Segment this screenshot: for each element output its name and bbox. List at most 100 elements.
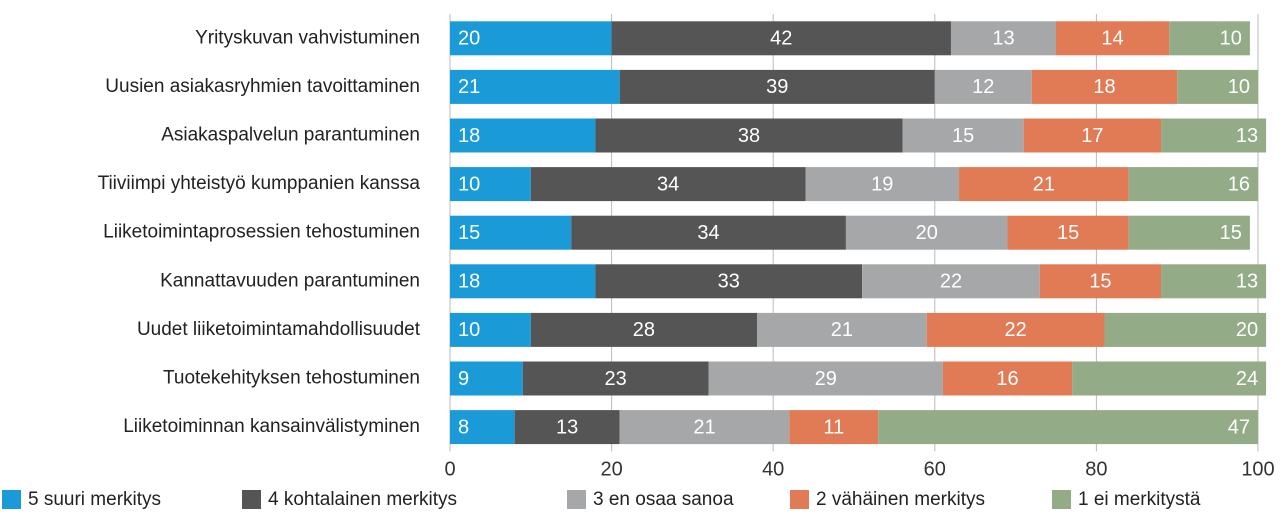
category-label: Tuotekehityksen tehostuminen — [163, 368, 420, 389]
bar-segment — [522, 361, 709, 396]
category-label: Liiketoiminnan kansainvälistyminen — [123, 416, 420, 437]
bar-segment — [450, 167, 531, 202]
data-label: 21 — [831, 319, 853, 341]
x-tick-label: 20 — [600, 458, 622, 480]
data-label: 19 — [871, 173, 893, 195]
data-label: 20 — [916, 222, 938, 244]
bar-segment — [450, 69, 620, 104]
bar-segment — [611, 21, 951, 56]
bar-segment — [1007, 215, 1129, 250]
data-label: 34 — [697, 222, 719, 244]
bar-segment — [450, 264, 596, 299]
legend-label: 1 ei merkitystä — [1078, 489, 1201, 510]
bar-segment — [1177, 69, 1258, 104]
data-label: 17 — [1081, 125, 1103, 147]
data-label: 9 — [458, 368, 469, 390]
data-label: 33 — [718, 271, 740, 293]
data-label: 29 — [815, 368, 837, 390]
bar-segment — [757, 312, 927, 347]
bar-segment — [595, 264, 863, 299]
data-label: 47 — [1228, 416, 1250, 438]
data-label: 8 — [458, 416, 469, 438]
legend-label: 5 suuri merkitys — [28, 489, 161, 510]
data-label: 10 — [1228, 76, 1250, 98]
category-label: Kannattavuuden parantuminen — [160, 270, 420, 291]
bar-segment — [805, 167, 960, 202]
data-label: 22 — [1004, 319, 1026, 341]
bar-segment — [1039, 264, 1162, 299]
bar-segment — [1072, 361, 1267, 396]
bar-segment — [959, 167, 1129, 202]
bar-segment — [1128, 215, 1250, 250]
bar-segment — [950, 21, 1056, 56]
data-label: 13 — [1236, 271, 1258, 293]
bar-segment — [1104, 312, 1267, 347]
bar-segment — [595, 118, 903, 153]
x-tick-label: 40 — [762, 458, 784, 480]
data-label: 13 — [992, 28, 1014, 50]
bar-segment — [530, 312, 758, 347]
data-label: 12 — [972, 76, 994, 98]
data-label: 15 — [1089, 271, 1111, 293]
category-label: Tiiviimpi yhteistyö kumppanien kanssa — [98, 173, 421, 194]
bar-segment — [450, 410, 515, 445]
data-label: 20 — [1236, 319, 1258, 341]
data-label: 13 — [1236, 125, 1258, 147]
bar-segment — [1161, 264, 1267, 299]
category-label: Uusien asiakasryhmien tavoittaminen — [105, 76, 420, 97]
legend-swatch — [790, 490, 809, 509]
data-label: 10 — [458, 173, 480, 195]
data-label: 22 — [940, 271, 962, 293]
bar-segment — [619, 410, 790, 445]
bar-segment — [1128, 167, 1258, 202]
category-label: Yrityskuvan vahvistuminen — [195, 27, 420, 48]
data-label: 18 — [458, 271, 480, 293]
bar-segment — [450, 21, 612, 56]
x-tick-label: 60 — [924, 458, 946, 480]
data-label: 39 — [766, 76, 788, 98]
category-label: Uudet liiketoimintamahdollisuudet — [137, 319, 421, 340]
bar-segment — [789, 410, 879, 445]
data-label: 23 — [605, 368, 627, 390]
data-label: 34 — [657, 173, 679, 195]
bar-segment — [1023, 118, 1162, 153]
legend-label: 2 vähäinen merkitys — [816, 489, 985, 510]
data-label: 14 — [1101, 28, 1123, 50]
category-label: Liiketoimintaprosessien tehostuminen — [103, 222, 420, 243]
data-label: 42 — [770, 28, 792, 50]
x-tick-label: 0 — [444, 458, 455, 480]
legend-swatch — [2, 490, 21, 509]
category-label: Asiakaspalvelun parantuminen — [161, 125, 420, 146]
legend-swatch — [567, 490, 586, 509]
data-label: 16 — [996, 368, 1018, 390]
data-label: 28 — [633, 319, 655, 341]
data-label: 20 — [458, 28, 480, 50]
data-label: 11 — [823, 416, 844, 438]
data-label: 15 — [458, 222, 480, 244]
legend-swatch — [1052, 490, 1071, 509]
bar-segment — [571, 215, 846, 250]
bar-segment — [708, 361, 943, 396]
data-label: 15 — [952, 125, 974, 147]
data-label: 15 — [1057, 222, 1079, 244]
x-tick-label: 80 — [1085, 458, 1107, 480]
bar-segment — [878, 410, 1258, 445]
bar-segment — [450, 312, 531, 347]
data-label: 21 — [693, 416, 715, 438]
bar-segment — [902, 118, 1024, 153]
legend-label: 3 en osaa sanoa — [593, 489, 734, 510]
bar-segment — [619, 69, 935, 104]
data-label: 38 — [738, 125, 760, 147]
data-label: 13 — [556, 416, 578, 438]
data-label: 24 — [1236, 368, 1258, 390]
bar-segment — [450, 118, 596, 153]
data-label: 10 — [1220, 28, 1242, 50]
data-label: 18 — [1093, 76, 1115, 98]
legend-swatch — [242, 490, 261, 509]
bar-segment — [450, 215, 572, 250]
bar-segment — [845, 215, 1008, 250]
data-label: 21 — [1033, 173, 1055, 195]
data-label: 10 — [458, 319, 480, 341]
bar-segment — [862, 264, 1040, 299]
